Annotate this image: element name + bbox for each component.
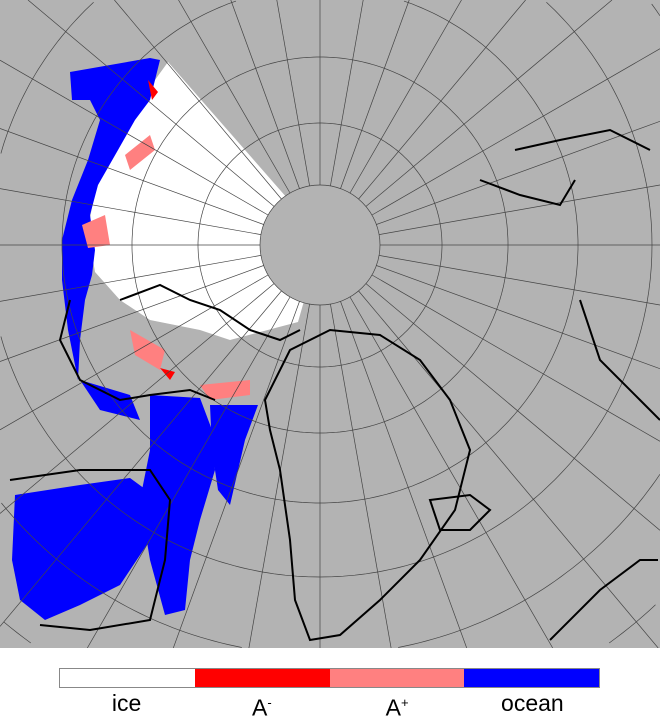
meridian-line — [230, 0, 300, 189]
meridian-line — [376, 120, 660, 225]
legend-swatch-ocean — [464, 669, 599, 687]
legend-swatch-a-plus — [329, 669, 465, 687]
meridian-line — [330, 304, 392, 648]
legend-label-a-minus: A- — [252, 694, 272, 721]
legend-label-a-plus: A+ — [385, 694, 409, 721]
greenland-coast — [263, 328, 472, 642]
iceland-coast — [428, 493, 492, 531]
ice-region — [88, 62, 322, 340]
latitude-circle — [61, 0, 579, 504]
latitude-circle — [403, 0, 579, 245]
meridian-line — [358, 290, 659, 648]
meridian-line — [340, 0, 410, 189]
meridian-line — [172, 301, 300, 648]
meridian-line — [340, 301, 468, 648]
meridian-line — [358, 0, 526, 200]
latitude-circle — [546, 1, 653, 246]
latitude-circle — [0, 244, 653, 578]
north-pole-hole — [260, 185, 380, 305]
legend-swatch-a-minus — [194, 669, 330, 687]
meridian-line — [248, 304, 310, 648]
meridian-line — [365, 0, 613, 207]
legend-label-ice: ice — [111, 690, 142, 716]
legend-colorbar — [59, 668, 600, 688]
meridian-line — [0, 274, 269, 431]
meridian-line — [86, 296, 291, 648]
meridian-line — [365, 283, 660, 531]
meridian-line — [379, 184, 660, 235]
coastlines — [9, 128, 660, 642]
meridian-line — [0, 255, 261, 302]
latitude-circle — [398, 474, 660, 648]
transition-region — [82, 80, 250, 400]
latitude-circle — [0, 1, 94, 154]
meridian-line — [0, 265, 264, 362]
meridian-line — [376, 265, 660, 370]
meridian-line — [0, 188, 261, 235]
meridian-line — [330, 0, 364, 186]
meridian-line — [0, 290, 282, 627]
meridian-line — [0, 59, 269, 216]
latitude-circle — [3, 621, 32, 644]
meridian-line — [0, 128, 264, 225]
meridian-line — [276, 0, 310, 186]
polar-map — [0, 0, 660, 648]
latitude-circle — [608, 604, 656, 644]
legend-label-ocean: ocean — [501, 690, 564, 716]
meridian-line — [379, 255, 660, 306]
meridian-line — [349, 296, 554, 648]
legend-swatch-ice — [60, 669, 195, 687]
meridian-line — [114, 0, 282, 200]
latitude-circle — [651, 3, 660, 16]
latitude-circle — [1, 502, 242, 648]
meridian-line — [349, 0, 462, 194]
meridian-line — [27, 0, 275, 207]
meridian-line — [371, 48, 660, 216]
meridian-line — [178, 0, 291, 194]
meridian-line — [371, 274, 660, 442]
